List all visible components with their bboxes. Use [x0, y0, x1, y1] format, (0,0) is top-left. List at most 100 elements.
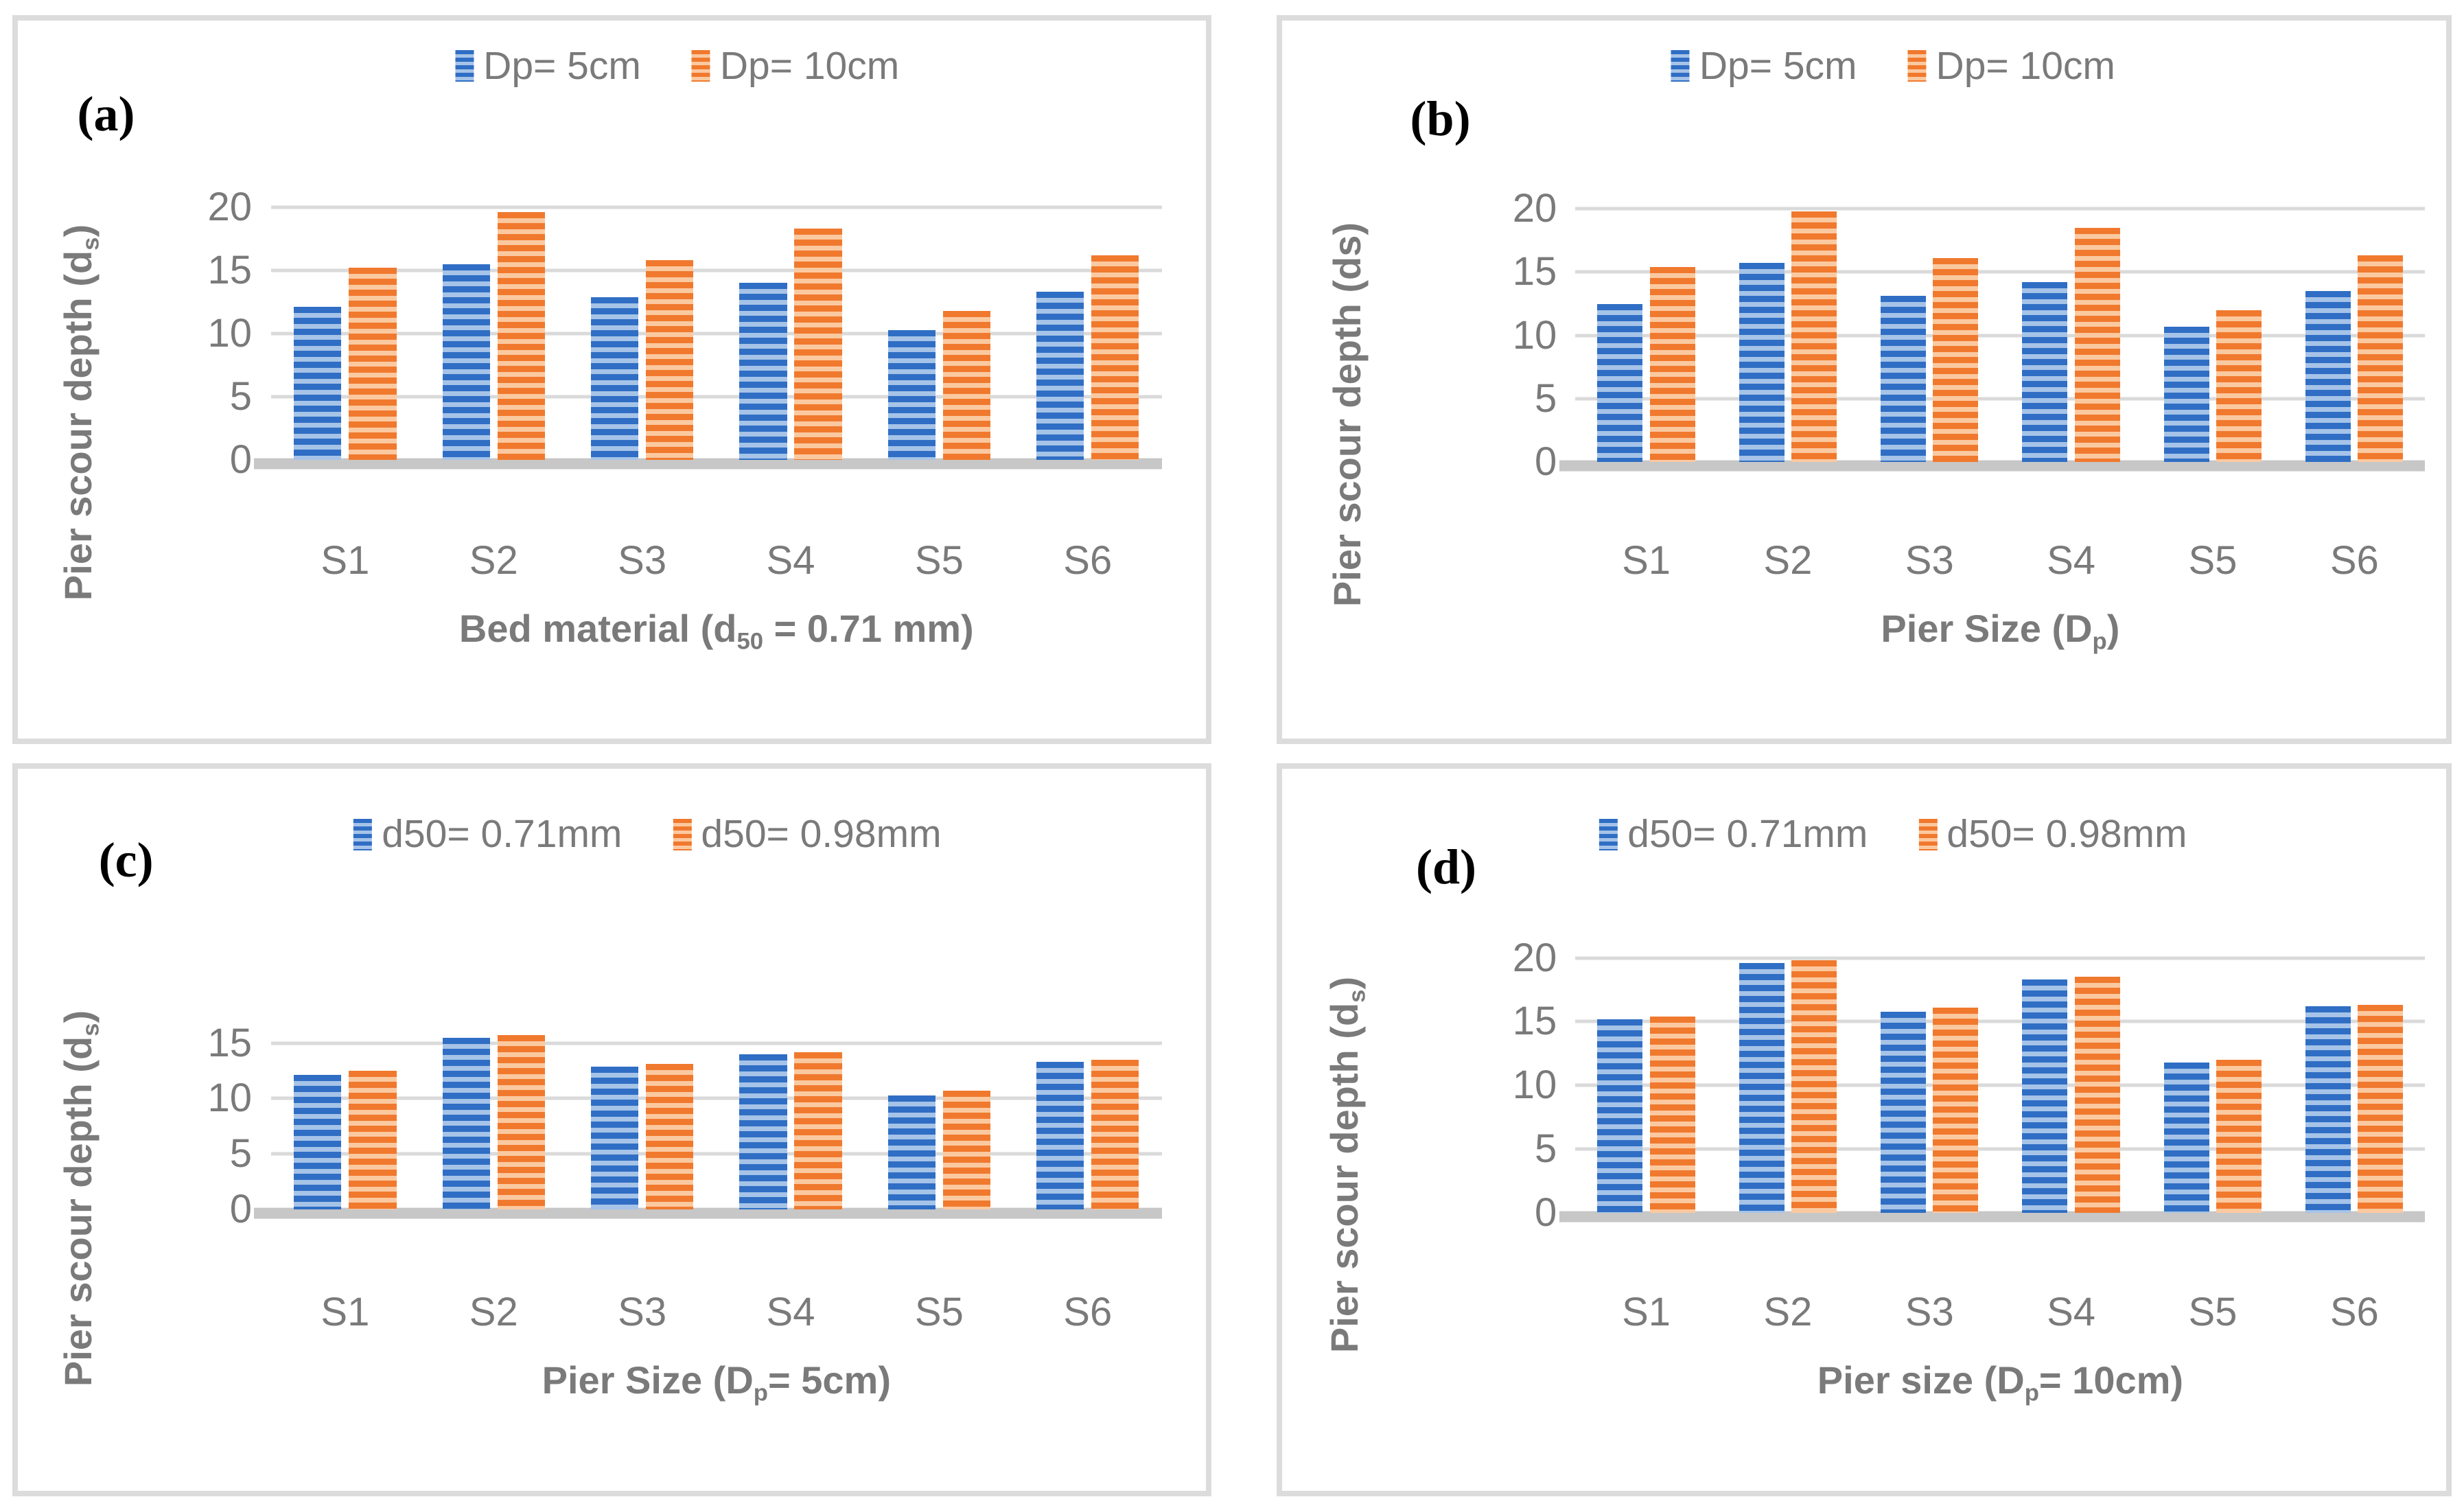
legend-swatch-icon — [455, 50, 474, 82]
legend-item: Dp= 10cm — [691, 43, 900, 88]
label-text: ) — [56, 1010, 100, 1023]
x-category-label: S2 — [1763, 1289, 1813, 1334]
x-axis-line — [254, 458, 1162, 469]
label-text: ) — [2106, 606, 2120, 650]
subscript-text: p — [2024, 1380, 2039, 1406]
y-tick-label: 10 — [1512, 312, 1557, 358]
y-tick-label: 5 — [1534, 1126, 1557, 1172]
bar-series1-S6 — [2305, 291, 2351, 463]
bar-series1-S6 — [1036, 292, 1084, 461]
bar-series2-S6 — [2358, 255, 2404, 463]
y-tick-label: 10 — [207, 1076, 252, 1121]
legend-swatch-icon — [1599, 818, 1618, 850]
legend-item: Dp= 10cm — [1907, 46, 2115, 86]
label-text: Pier Size (D — [542, 1358, 754, 1402]
x-category-label: S4 — [766, 538, 815, 583]
y-tick-label: 0 — [1534, 439, 1557, 485]
label-text: Pier Size (D — [1881, 606, 2093, 650]
bar-series1-S3 — [590, 1066, 639, 1209]
label-text: = 0.71 mm) — [763, 606, 974, 650]
bar-series2-S6 — [1091, 1059, 1139, 1209]
legend-label: d50= 0.98mm — [1946, 812, 2187, 857]
panel-letter: (d) — [1416, 839, 1477, 895]
gridline — [270, 1152, 1162, 1156]
bar-series2-S5 — [942, 1091, 991, 1209]
x-axis-line — [1559, 1211, 2426, 1222]
legend-label: Dp= 5cm — [483, 43, 641, 88]
label-text: ) — [1322, 976, 1366, 990]
gridline — [270, 332, 1162, 336]
label-text: Pier scour depth (d — [56, 250, 100, 601]
y-tick-label: 5 — [229, 1131, 252, 1176]
x-category-label: S4 — [2047, 1289, 2096, 1334]
gridline — [1575, 1019, 2426, 1023]
y-tick-label: 20 — [1512, 935, 1557, 980]
legend-swatch-icon — [1671, 50, 1690, 82]
x-category-label: S5 — [914, 1289, 964, 1334]
bar-series1-S5 — [2163, 1062, 2209, 1213]
x-category-label: S4 — [2047, 538, 2096, 583]
x-axis-line — [1559, 460, 2426, 472]
gridline — [270, 1096, 1162, 1100]
y-tick-label: 20 — [207, 184, 252, 229]
panel-letter: (c) — [98, 832, 154, 888]
bar-series2-S1 — [1649, 266, 1695, 463]
bar-series1-S5 — [2163, 326, 2209, 463]
legend-label: d50= 0.71mm — [382, 812, 623, 857]
panel-a: (a) Dp= 5cm Dp= 10cm Pier scour depth (ds) 0… — [12, 15, 1211, 744]
x-category-label: S1 — [1622, 1289, 1671, 1334]
x-category-label: S1 — [321, 538, 370, 583]
legend: d50= 0.71mm d50= 0.98mm — [1599, 815, 2187, 854]
legend-label: Dp= 10cm — [719, 43, 900, 88]
y-tick-label: 10 — [1512, 1063, 1557, 1108]
y-tick-label: 5 — [229, 374, 252, 419]
gridline — [270, 395, 1162, 399]
x-category-label: S2 — [1763, 538, 1813, 583]
y-tick-label: 0 — [229, 437, 252, 483]
legend-label: d50= 0.98mm — [701, 812, 942, 857]
x-axis-title: Bed material (d50 = 0.71 mm) — [459, 606, 974, 653]
bar-series2-S1 — [349, 268, 397, 461]
bar-series2-S4 — [2074, 977, 2120, 1213]
y-tick-label: 15 — [1512, 249, 1557, 294]
label-text: = 5cm) — [767, 1358, 891, 1402]
y-tick-label: 15 — [1512, 999, 1557, 1044]
y-tick-label: 10 — [207, 311, 252, 356]
bar-series2-S3 — [1933, 258, 1979, 463]
legend-item: Dp= 5cm — [1671, 46, 1857, 86]
legend: Dp= 5cm Dp= 10cm — [455, 43, 900, 88]
bar-series1-S2 — [442, 1037, 490, 1209]
x-category-label: S1 — [321, 1289, 370, 1334]
legend: Dp= 5cm Dp= 10cm — [1671, 46, 2115, 86]
y-tick-label: 15 — [207, 248, 252, 292]
bar-series1-S1 — [1597, 303, 1643, 463]
subscript-text: p — [753, 1380, 768, 1406]
legend-item: d50= 0.71mm — [353, 815, 622, 854]
legend-swatch-icon — [673, 818, 692, 850]
bar-series1-S6 — [1036, 1062, 1084, 1209]
gridline — [270, 205, 1162, 209]
bar-series2-S2 — [1791, 960, 1837, 1213]
y-tick-label: 0 — [229, 1186, 252, 1231]
x-axis-line — [254, 1207, 1162, 1219]
bar-series1-S1 — [294, 307, 342, 461]
bar-series1-S3 — [1881, 1011, 1927, 1213]
bar-series1-S1 — [1597, 1019, 1643, 1213]
panel-c: (c) d50= 0.71mm d50= 0.98mm Pier scour dept… — [12, 763, 1211, 1496]
x-category-label: S2 — [469, 538, 518, 583]
legend-item: d50= 0.98mm — [673, 812, 942, 857]
x-category-label: S1 — [1622, 538, 1671, 583]
gridline — [1575, 397, 2426, 401]
bar-series2-S6 — [2358, 1005, 2404, 1213]
gridline — [1575, 270, 2426, 274]
legend-swatch-icon — [1918, 818, 1938, 850]
x-category-label: S5 — [914, 538, 964, 583]
bar-series2-S3 — [1933, 1008, 1979, 1213]
bar-series2-S5 — [942, 310, 991, 461]
bar-series2-S3 — [646, 1064, 694, 1209]
subscript-text: s — [1344, 989, 1371, 1003]
bar-series2-S2 — [497, 212, 545, 461]
x-category-label: S3 — [1905, 538, 1954, 583]
bar-series1-S3 — [590, 297, 639, 461]
